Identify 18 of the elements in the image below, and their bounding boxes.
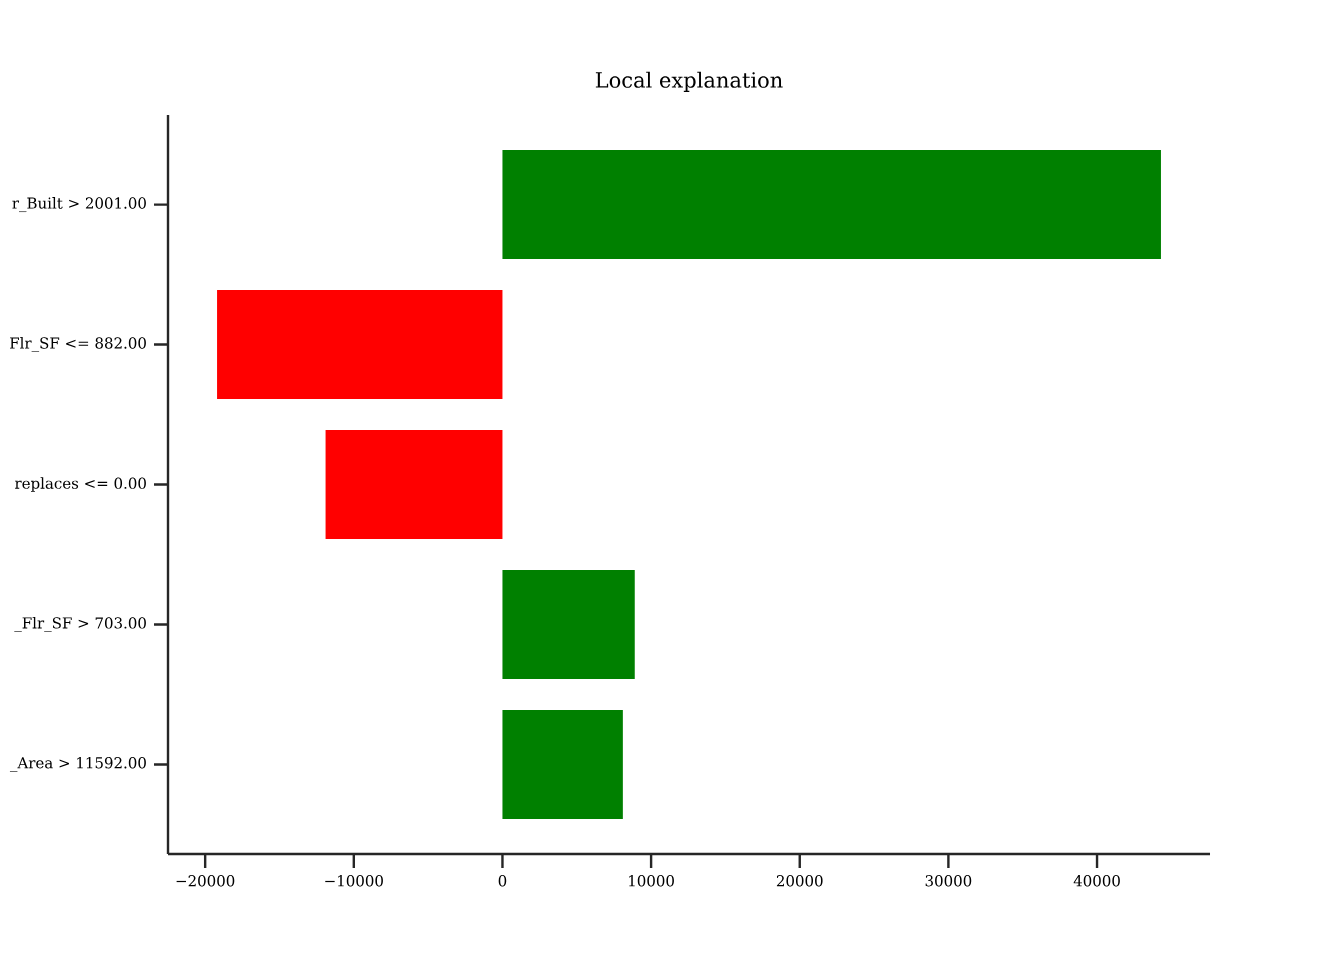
x-tick-label: 40000 — [1073, 875, 1120, 887]
y-tick-label: _Flr_SF > 703.00 — [14, 617, 146, 632]
bar — [502, 569, 635, 679]
y-tick-label: Flr_SF <= 882.00 — [10, 337, 146, 353]
y-tick-label: replaces <= 0.00 — [15, 477, 146, 492]
chart-title: Local explanation — [595, 71, 783, 92]
bar — [217, 290, 503, 400]
bar — [502, 709, 623, 819]
bar — [325, 430, 503, 539]
y-tick-label: _Area > 11592.00 — [9, 757, 146, 772]
x-tick-label: 0 — [498, 875, 507, 887]
x-tick-label: −20000 — [176, 875, 235, 887]
x-tick-label: −10000 — [325, 875, 383, 887]
x-tick-label: 30000 — [925, 875, 972, 887]
x-tick-label: 10000 — [629, 875, 674, 887]
y-tick-label: r_Built > 2001.00 — [12, 197, 146, 213]
x-tick-label: 20000 — [776, 875, 823, 887]
bar — [502, 150, 1161, 260]
